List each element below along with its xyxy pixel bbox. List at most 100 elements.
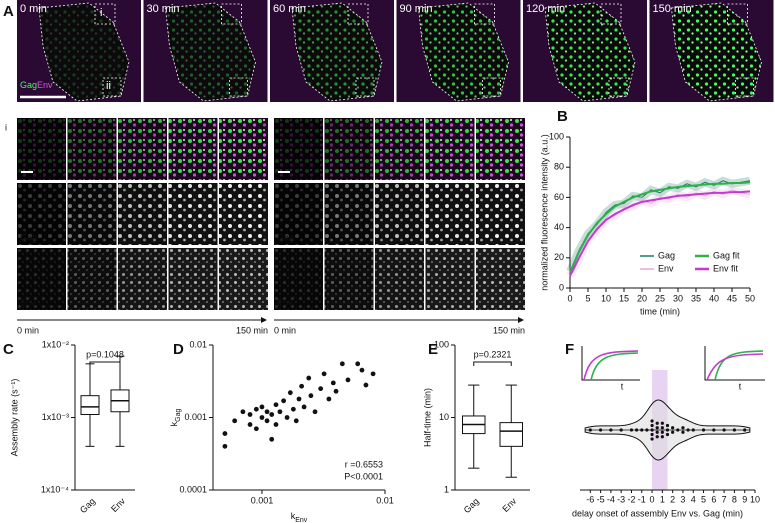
time-label: 60 min [273,3,306,15]
x-tick-label: 0.001 [251,495,274,505]
data-point [650,432,654,437]
x-tick-label: 30 [673,293,683,303]
data-point [660,426,664,430]
axis-label: kEnv [291,511,308,523]
channel-legend: GagEnv [20,80,53,90]
channel-label: Gag [277,232,294,242]
data-point [277,409,283,415]
x-tick-label: 50 [745,293,755,303]
time-label: 30 min [147,3,180,15]
data-point [655,435,659,439]
x-tick-label: 3 [680,494,685,504]
y-tick-label: 100 [434,339,449,349]
p-value: p=0.1048 [86,349,124,359]
time-start: 0 min [17,325,39,335]
channel-label: Env [277,297,293,307]
data-point [247,422,253,427]
x-tick-label: -5 [597,494,605,504]
x-axis-label: delay onset of assembly Env vs. Gag (min… [572,508,743,518]
panel-letter: D [173,341,184,358]
x-tick-label: 9 [742,494,747,504]
data-point [681,426,685,430]
data-point [308,393,314,399]
p-value: p=0.2321 [474,349,512,359]
data-point [330,380,336,386]
x-tick-label: 0.01 [376,495,394,505]
x-tick-label: Env [500,496,518,514]
x-tick-label: -2 [627,494,635,504]
y-tick-label: 1 [444,484,449,494]
x-tick-label: 4 [691,494,696,504]
data-point [299,383,305,389]
data-point [660,430,664,434]
data-point [264,409,270,415]
x-tick-label: 2 [670,494,675,504]
x-tick-label: 1 [660,494,665,504]
data-point [370,371,376,377]
axis-label-main: k [291,511,296,521]
significance-bracket [473,361,512,366]
inset-label: i [5,122,7,132]
data-point [722,428,726,432]
channel-label: Gag [20,232,37,242]
data-point [609,428,613,432]
data-point [281,398,287,404]
data-point [290,406,296,412]
data-point [296,396,302,402]
data-point [287,390,293,396]
inset-images [17,118,525,323]
panel-letter: B [557,108,568,125]
time-label: 150 min [653,3,692,15]
data-point [655,421,659,425]
data-point [660,435,664,439]
data-point [253,426,259,432]
x-tick-label: 10 [601,293,611,303]
x-tick-label: 7 [722,494,727,504]
legend-label: Gag fit [713,250,740,260]
data-point [301,404,307,410]
data-point [333,388,339,394]
data-point [588,428,592,432]
data-point [640,428,644,432]
x-tick-label: -4 [607,494,615,504]
panel-letter: E [428,341,438,358]
x-tick-label: 25 [655,293,665,303]
data-point [232,418,238,424]
data-point [318,386,324,392]
x-tick-label: 40 [709,293,719,303]
data-point [321,371,327,377]
y-axis-label: Half-time (min) [422,388,432,447]
region-label: i [100,7,102,19]
data-point [269,412,275,417]
data-point [306,375,312,381]
box [499,422,523,447]
x-tick-label: Env [109,496,127,514]
inset-label: ii [262,122,266,132]
y-tick-label: 20 [554,252,564,262]
time-end: 150 min [493,325,525,335]
data-point [284,415,290,420]
inset-axis-label: t [621,381,624,391]
data-point [676,428,680,432]
data-point [712,428,716,432]
x-tick-label: Gag [78,496,97,515]
time-label: 90 min [400,3,433,15]
x-axis-label: time (min) [640,306,680,316]
x-tick-label: 0 [567,293,572,303]
panel-letter: C [3,341,14,358]
panel-letter: F [565,341,574,358]
data-point [326,396,332,402]
time-end: 150 min [236,325,268,335]
data-point [650,419,654,423]
data-point [701,428,706,432]
data-point [635,428,639,432]
data-point [273,402,279,408]
significance-bracket [89,361,121,366]
data-point [686,428,690,432]
y-axis-label: Assembly rate (s⁻¹) [9,379,19,457]
data-point [259,404,265,410]
data-point [660,421,664,425]
data-point [312,409,318,415]
data-point [363,382,369,388]
y-tick-label: 100 [549,131,564,141]
